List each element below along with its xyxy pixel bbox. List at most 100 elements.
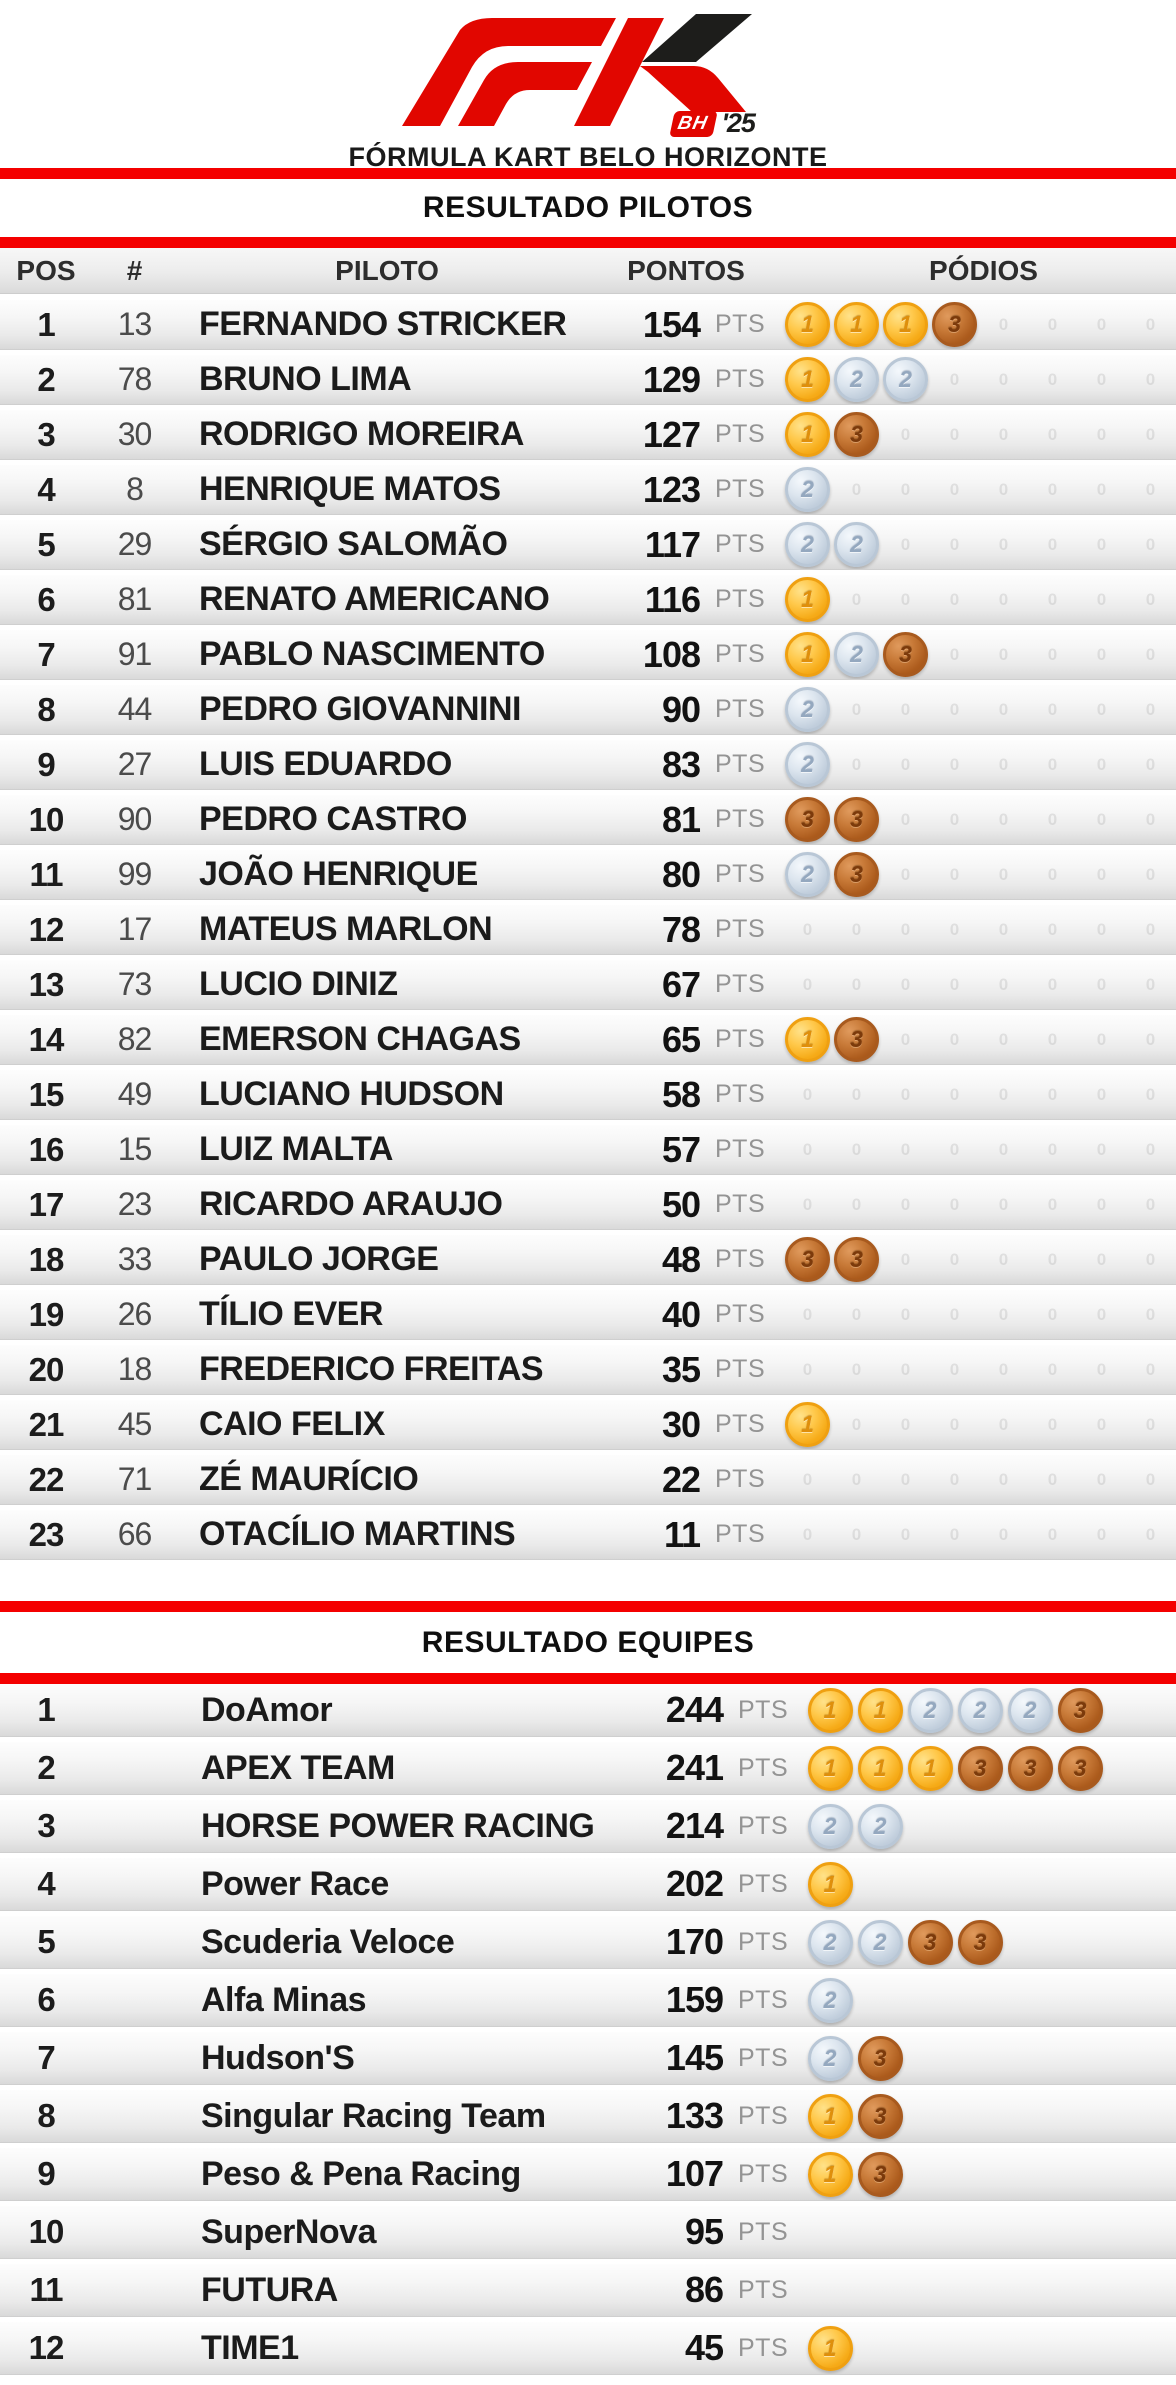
podium-slot: 0 <box>1028 905 1077 954</box>
podium-medals: 1 0 0 0 0 0 0 0 <box>783 1400 1176 1449</box>
bh-badge: BH <box>669 110 719 137</box>
podium-slot: 0 <box>1028 795 1077 844</box>
bronze-medal-icon: 3 <box>834 797 879 842</box>
podium-slot: 0 <box>1028 300 1077 349</box>
podium-slot: 0 <box>1077 355 1126 404</box>
empty-podium-slot-icon: 0 <box>900 1029 911 1049</box>
silver-medal-icon: 2 <box>834 522 879 567</box>
silver-medal-icon: 2 <box>1007 1687 1053 1733</box>
podium-slot: 0 <box>1077 740 1126 789</box>
podium-slot: 0 <box>881 1180 930 1229</box>
empty-podium-slot-icon: 0 <box>1145 974 1156 994</box>
podium-slot: 1 <box>783 1400 832 1449</box>
empty-podium-slot-icon: 0 <box>1096 809 1107 829</box>
empty-podium-slot-icon: 0 <box>851 1469 862 1489</box>
empty-podium-slot-icon: 0 <box>851 1414 862 1434</box>
gold-medal-icon: 1 <box>834 302 879 347</box>
pilot-position: 11 <box>29 855 64 893</box>
bronze-medal-icon: 3 <box>857 2151 903 2197</box>
empty-podium-slot-icon: 0 <box>1047 1359 1058 1379</box>
empty-podium-slot-icon: 0 <box>1145 754 1156 774</box>
podium-slot: 0 <box>1126 1070 1175 1119</box>
team-points: 214 <box>665 1805 724 1846</box>
empty-podium-slot-icon: 0 <box>949 919 960 939</box>
podium-slot: 0 <box>930 520 979 569</box>
empty-podium-slot-icon: 0 <box>1145 1524 1156 1544</box>
bronze-medal-icon: 3 <box>907 1919 953 1965</box>
podium-slot: 1 <box>855 1742 905 1794</box>
k-lower-arm <box>640 66 746 112</box>
pts-label: PTS <box>715 1410 766 1438</box>
pilot-points: 127 <box>642 413 701 455</box>
empty-podium-slot-icon: 0 <box>949 699 960 719</box>
empty-podium-slot-icon: 0 <box>1047 1249 1058 1269</box>
podium-slot: 1 <box>855 1684 905 1736</box>
empty-podium-slot-icon: 0 <box>1096 369 1107 389</box>
pilot-points: 22 <box>661 1458 701 1500</box>
podium-slot: 0 <box>1028 520 1077 569</box>
gold-medal-icon: 1 <box>785 632 830 677</box>
pilot-number: 30 <box>117 416 153 452</box>
empty-podium-slot-icon: 0 <box>1047 974 1058 994</box>
podium-slot: 0 <box>832 960 881 1009</box>
podium-slot: 0 <box>1077 1180 1126 1229</box>
pilot-number: 91 <box>117 636 153 672</box>
podium-slot: 0 <box>881 465 930 514</box>
podium-medals: 1 0 0 0 0 0 0 0 <box>783 575 1176 624</box>
podium-slot: 0 <box>783 1345 832 1394</box>
pts-label: PTS <box>715 1190 766 1218</box>
podium-slot: 0 <box>832 1400 881 1449</box>
red-divider <box>0 1601 1176 1612</box>
podium-slot: 1 <box>783 630 832 679</box>
pilot-number: 27 <box>117 746 153 782</box>
silver-medal-icon: 2 <box>857 1919 903 1965</box>
empty-podium-slot-icon: 0 <box>900 589 911 609</box>
empty-podium-slot-icon: 0 <box>900 479 911 499</box>
team-position: 10 <box>28 2213 65 2250</box>
empty-podium-slot-icon: 0 <box>949 534 960 554</box>
empty-podium-slot-icon: 0 <box>1096 589 1107 609</box>
podium-medals: 0 0 0 0 0 0 0 0 <box>783 1510 1176 1559</box>
pts-label: PTS <box>738 2043 789 2072</box>
podium-slot: 0 <box>979 850 1028 899</box>
gold-medal-icon: 1 <box>785 577 830 622</box>
podium-slot: 0 <box>1028 1510 1077 1559</box>
podium-slot: 0 <box>1126 465 1175 514</box>
team-position: 5 <box>37 1923 55 1960</box>
pilot-position: 14 <box>28 1020 65 1058</box>
pilot-points: 40 <box>661 1293 701 1335</box>
team-points: 45 <box>684 2327 724 2368</box>
empty-podium-slot-icon: 0 <box>1096 424 1107 444</box>
podium-slot: 0 <box>979 630 1028 679</box>
pilots-table-header: POS # PILOTO PONTOS PÓDIOS <box>0 248 1176 294</box>
podium-slot: 0 <box>930 465 979 514</box>
podium-slot: 1 <box>783 410 832 459</box>
pts-label: PTS <box>715 1135 766 1163</box>
podium-slot: 0 <box>1028 1235 1077 1284</box>
empty-podium-slot-icon: 0 <box>998 919 1009 939</box>
podium-slot: 0 <box>930 1015 979 1064</box>
podium-slot: 0 <box>783 1290 832 1339</box>
k-upper-arm <box>642 14 752 62</box>
podium-slot: 2 <box>855 1800 905 1852</box>
pilot-points: 50 <box>661 1183 701 1225</box>
podium-slot: 3 <box>855 2032 905 2084</box>
podium-slot: 0 <box>930 905 979 954</box>
empty-podium-slot-icon: 0 <box>1145 589 1156 609</box>
team-points: 241 <box>665 1747 724 1788</box>
pilot-row: 10 90 PEDRO CASTRO 81 PTS 3 3 0 0 0 0 0 0 <box>0 795 1176 845</box>
podium-slot: 2 <box>783 520 832 569</box>
team-name: FUTURA <box>201 2270 338 2309</box>
podium-slot: 0 <box>979 1125 1028 1174</box>
gold-medal-icon: 1 <box>883 302 928 347</box>
podium-slot: 0 <box>1126 355 1175 404</box>
podium-slot: 0 <box>1028 1070 1077 1119</box>
podium-slot: 0 <box>1028 1400 1077 1449</box>
empty-podium-slot-icon: 0 <box>851 919 862 939</box>
year-label: '25 <box>721 108 755 138</box>
pilot-row: 3 30 RODRIGO MOREIRA 127 PTS 1 3 0 0 0 0 0 0 <box>0 410 1176 460</box>
podium-slot: 2 <box>783 465 832 514</box>
pts-label: PTS <box>715 970 766 998</box>
podium-slot: 0 <box>1077 1400 1126 1449</box>
empty-podium-slot-icon: 0 <box>900 1249 911 1269</box>
